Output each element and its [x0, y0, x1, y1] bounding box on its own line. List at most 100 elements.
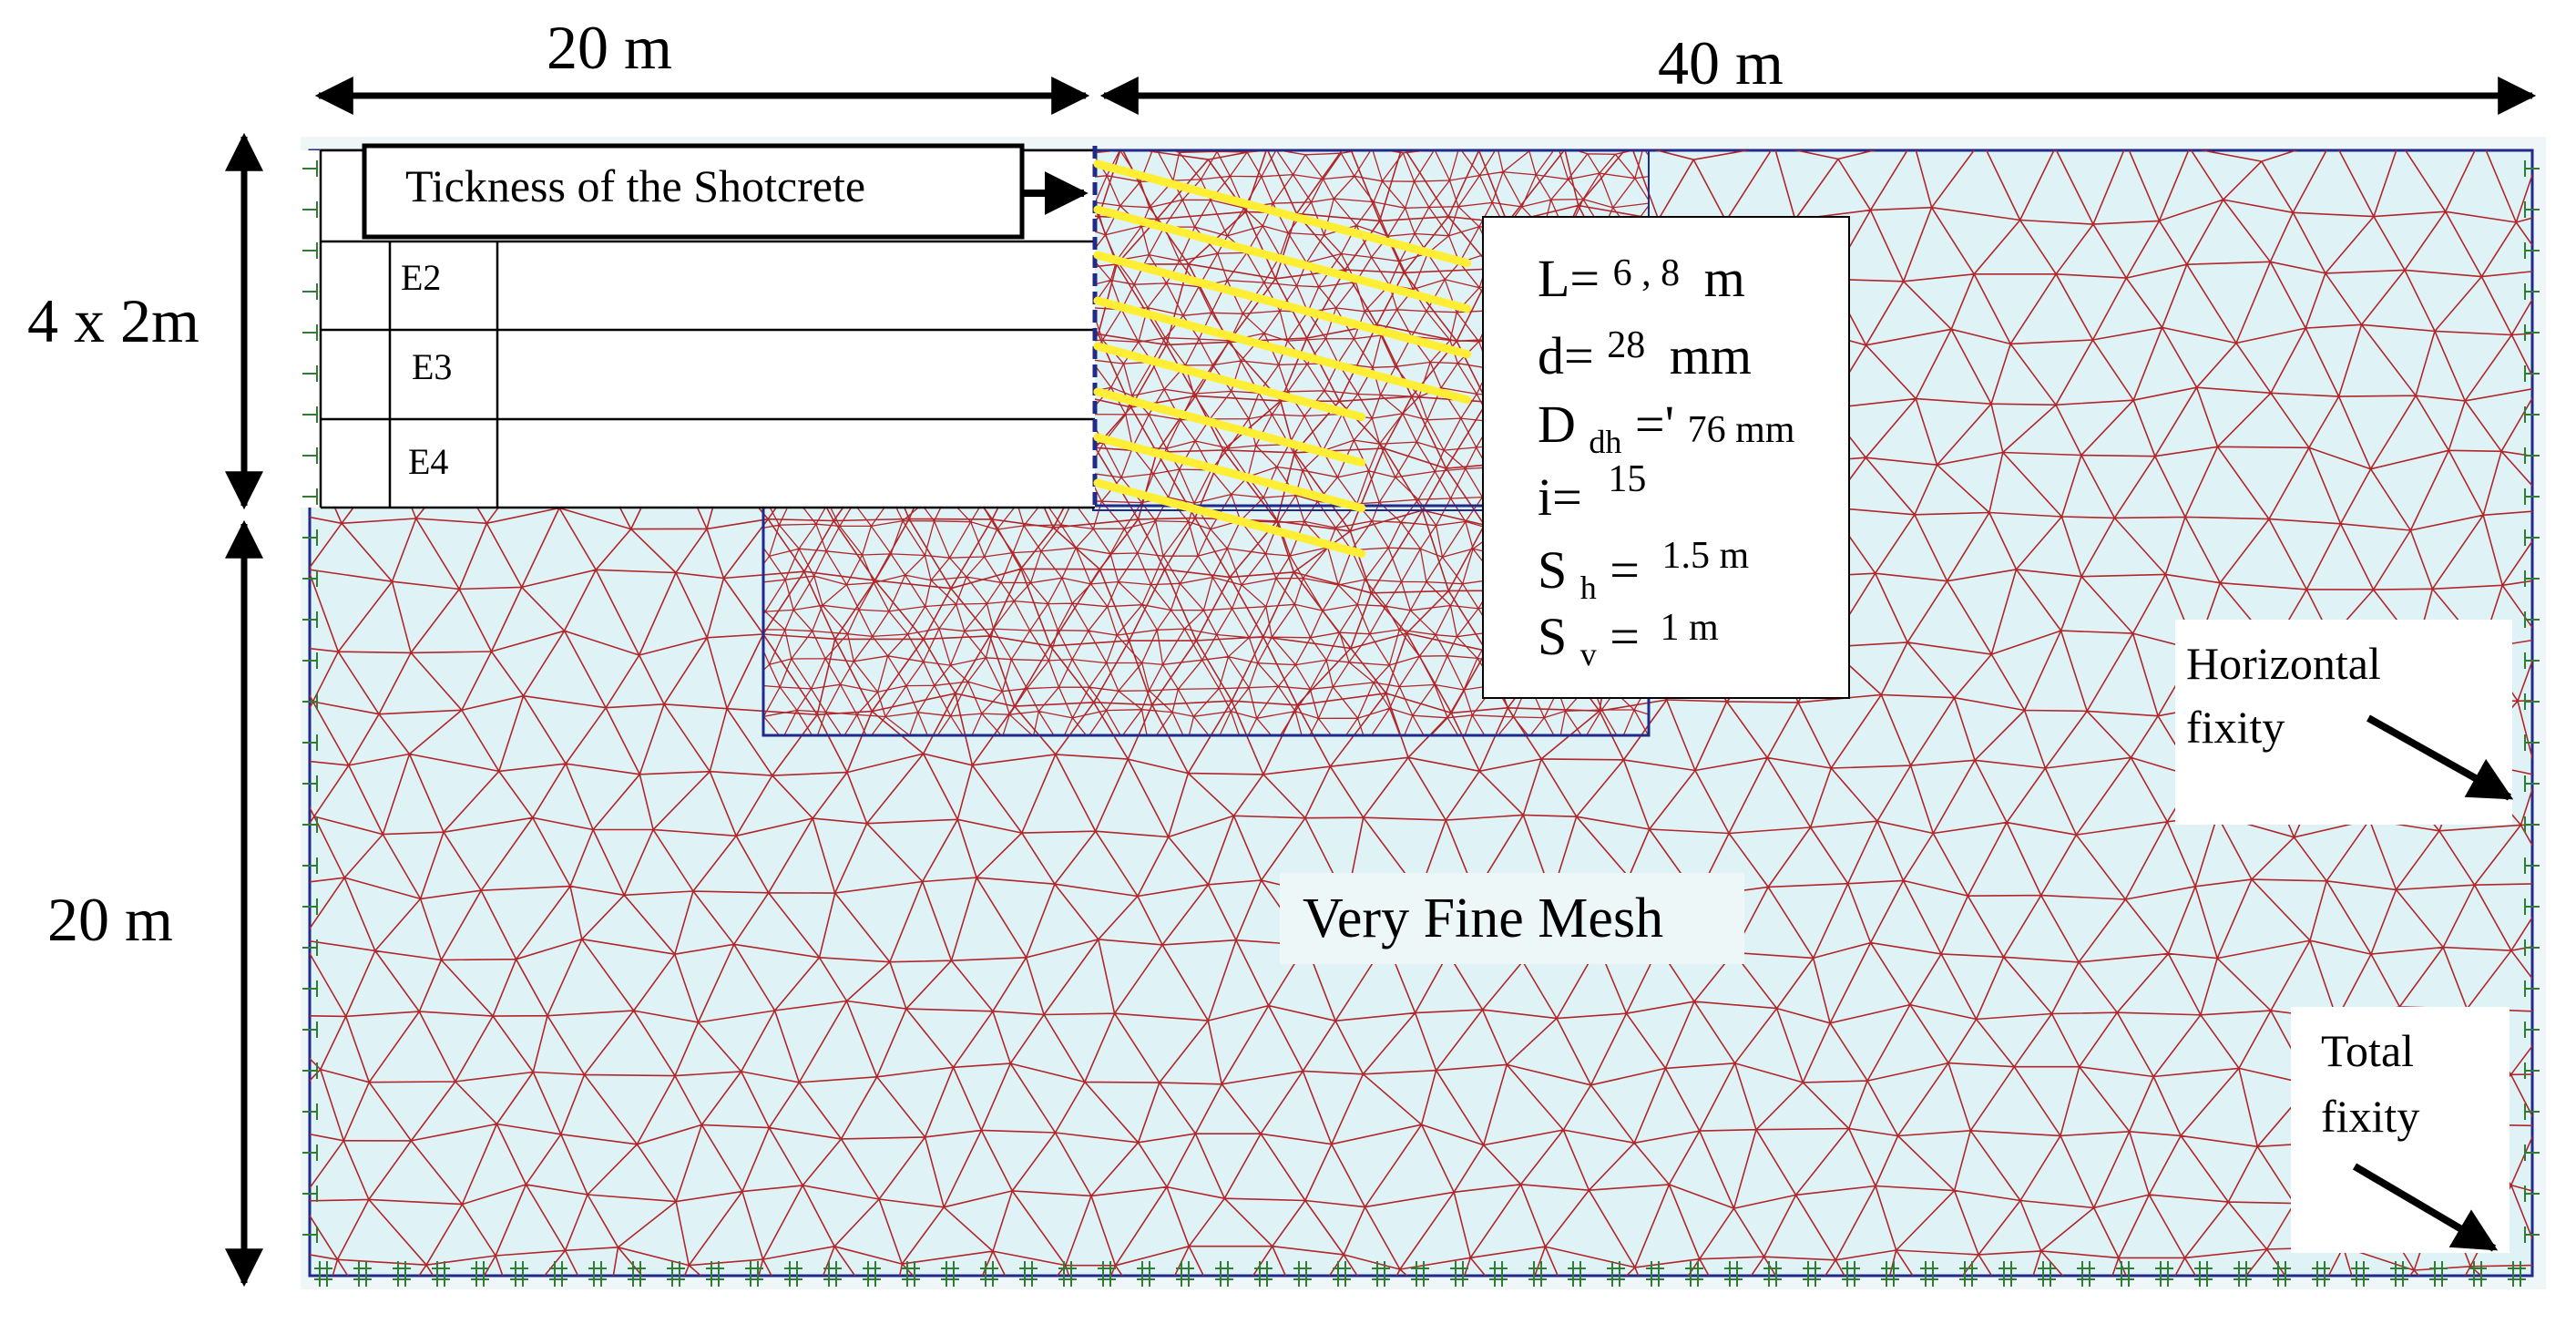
soil-nail — [1093, 387, 1366, 467]
total-fixity-mark — [1646, 1261, 1664, 1287]
total-fixity-mark — [2508, 1261, 2526, 1287]
svg-text:d= 28 mm: d= 28 mm — [1538, 310, 1752, 385]
soil-nail — [1093, 296, 1472, 405]
total-fixity-mark — [1763, 1261, 1782, 1287]
horizontal-fixity-box — [2175, 620, 2512, 825]
total-fixity-arrow — [2352, 1163, 2499, 1252]
param-d-label: d= — [1538, 326, 1594, 385]
total-fixity-mark — [1528, 1261, 1547, 1287]
param-sh-eq: = — [1610, 540, 1640, 600]
total-fixity-mark — [432, 1261, 450, 1287]
boundary-fixities — [302, 160, 2540, 1287]
total-fixity-mark — [1215, 1261, 1233, 1287]
param-ddh-sub: dh — [1589, 424, 1621, 460]
total-fixity-mark — [353, 1261, 372, 1287]
svg-text:S h = 1.5 m: S h = 1.5 m — [1538, 535, 1749, 611]
total-fixity-mark — [1959, 1261, 1978, 1287]
param-d-unit: mm — [1670, 326, 1752, 385]
total-fixity-mark — [823, 1261, 842, 1287]
total-fixity-mark — [1098, 1261, 1116, 1287]
param-sv-label: S — [1538, 607, 1567, 666]
stage-label-e2: E2 — [401, 257, 441, 298]
total-fixity-mark — [2390, 1261, 2408, 1287]
stage-label-e4: E4 — [408, 441, 448, 482]
param-i-value: 15 — [1608, 458, 1646, 500]
total-fixity-mark — [588, 1261, 607, 1287]
total-fixity-mark — [1607, 1261, 1625, 1287]
shotcrete-label: Tickness of the Shotcrete — [405, 160, 865, 211]
horizontal-fixity-arrow — [2366, 714, 2514, 801]
total-fixity-mark — [2194, 1261, 2213, 1287]
soil-nail — [1093, 159, 1472, 268]
total-fixity-mark — [863, 1261, 881, 1287]
total-fixity-mark — [2155, 1261, 2173, 1287]
param-sh-sub: h — [1580, 570, 1597, 606]
total-fixity-mark — [706, 1261, 724, 1287]
total-fixity-mark — [902, 1261, 920, 1287]
stage-label-e3: E3 — [412, 346, 452, 387]
total-fixity-mark — [1842, 1261, 1860, 1287]
total-fixity-mark — [2273, 1261, 2291, 1287]
param-sv-value: 1 m — [1660, 607, 1719, 649]
total-fixity-mark — [1019, 1261, 1038, 1287]
total-fixity-mark — [1293, 1261, 1312, 1287]
svg-text:S v = 1 m: S v = 1 m — [1538, 607, 1719, 677]
soil-nail — [1093, 205, 1472, 313]
param-ddh-eq: =' — [1635, 395, 1674, 454]
param-ddh-label: D — [1538, 395, 1576, 454]
total-fixity-mark — [1489, 1261, 1508, 1287]
total-fixity-mark — [1372, 1261, 1390, 1287]
total-fixity-mark — [980, 1261, 998, 1287]
total-fixity-mark — [2038, 1261, 2056, 1287]
nail-parameter-box — [1482, 216, 1850, 699]
param-d-value: 28 — [1607, 324, 1645, 366]
total-fixity-mark — [1724, 1261, 1743, 1287]
total-fixity-mark — [2312, 1261, 2330, 1287]
total-fixity-mark — [2234, 1261, 2252, 1287]
total-fixity-mark — [2116, 1261, 2134, 1287]
nail-parameters: L= 6 , 8 m d= 28 mm D dh =' 76 mm i= 15 … — [1538, 249, 1795, 677]
soil-nail — [1093, 342, 1366, 422]
soil-nail — [1093, 433, 1366, 513]
total-fixity-mark — [1920, 1261, 1938, 1287]
dim-label-top-left: 20 m — [547, 13, 672, 82]
total-fixity-mark — [1333, 1261, 1351, 1287]
param-sv-eq: = — [1610, 607, 1640, 666]
param-sh-value: 1.5 m — [1661, 535, 1749, 577]
soil-nail — [1093, 251, 1472, 359]
param-ddh-value: 76 mm — [1688, 409, 1795, 451]
total-fixity-mark — [667, 1261, 685, 1287]
total-fixity-mark — [1450, 1261, 1468, 1287]
total-fixity-mark — [510, 1261, 528, 1287]
total-fixity-mark — [471, 1261, 489, 1287]
total-fixity-mark — [2351, 1261, 2369, 1287]
total-fixity-mark — [1058, 1261, 1077, 1287]
soil-nail — [1093, 478, 1366, 559]
param-l-label: L= — [1538, 249, 1600, 308]
total-fixity-mark — [784, 1261, 802, 1287]
total-fixity-mark — [1998, 1261, 2017, 1287]
total-fixity-label-1: Total — [2321, 1025, 2414, 1076]
total-fixity-mark — [1176, 1261, 1194, 1287]
total-fixity-mark — [393, 1261, 411, 1287]
param-sv-sub: v — [1580, 636, 1597, 672]
total-fixity-mark — [1685, 1261, 1703, 1287]
horizontal-fixity-label-1: Horizontal — [2186, 638, 2381, 689]
total-fixity-mark — [745, 1261, 763, 1287]
total-fixity-mark — [2429, 1261, 2448, 1287]
total-fixity-mark — [2469, 1261, 2487, 1287]
total-fixity-mark — [628, 1261, 646, 1287]
dim-label-left-top: 4 x 2m — [27, 286, 199, 355]
svg-text:D dh =' 76 m: D dh =' 76 mm — [1538, 395, 1795, 465]
param-sh-label: S — [1538, 540, 1567, 600]
total-fixity-mark — [1881, 1261, 1899, 1287]
total-fixity-mark — [1803, 1261, 1821, 1287]
mesh-label: Very Fine Mesh — [1303, 888, 1663, 949]
total-fixity-mark — [1411, 1261, 1429, 1287]
dim-label-top-right: 40 m — [1658, 28, 1784, 98]
total-fixity-mark — [314, 1261, 332, 1287]
total-fixity-mark — [1137, 1261, 1155, 1287]
total-fixity-mark — [549, 1261, 567, 1287]
mesh-label-backdrop — [1280, 873, 1744, 964]
